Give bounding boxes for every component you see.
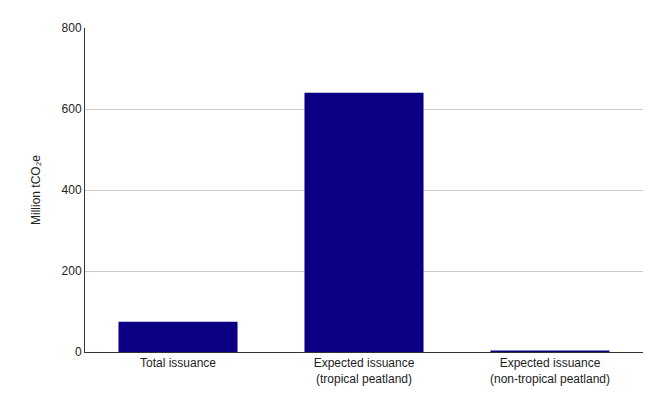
svg-text:800: 800: [62, 21, 82, 35]
svg-text:400: 400: [62, 183, 82, 197]
svg-text:Million tCO₂e: Million tCO₂e: [29, 155, 43, 225]
svg-text:Expected issuance(tropical pea: Expected issuance(tropical peatland): [314, 356, 415, 386]
svg-text:Expected issuance(non-tropical: Expected issuance(non-tropical peatland): [490, 356, 610, 386]
svg-text:0: 0: [75, 345, 82, 359]
svg-text:200: 200: [62, 264, 82, 278]
svg-text:Total issuance: Total issuance: [140, 356, 216, 370]
svg-text:600: 600: [62, 102, 82, 116]
